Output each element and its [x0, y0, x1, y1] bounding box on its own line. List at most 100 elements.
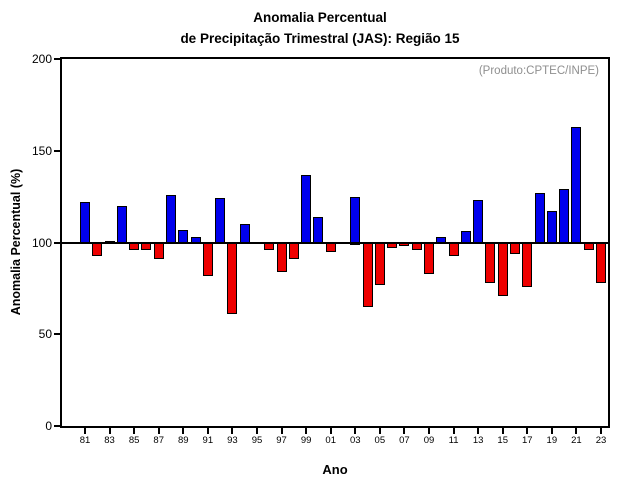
x-tick-label: 81	[79, 435, 91, 446]
bar	[264, 242, 275, 250]
bar	[460, 231, 471, 245]
bar	[239, 224, 250, 245]
bar	[276, 242, 287, 273]
y-tick-label: 200	[31, 52, 52, 66]
bar	[116, 205, 127, 245]
bar	[497, 242, 508, 296]
bar	[325, 242, 336, 252]
x-tick	[354, 428, 357, 434]
bar	[129, 242, 140, 250]
x-tick	[305, 428, 308, 434]
x-tick	[403, 428, 406, 434]
x-tick-label: 11	[448, 435, 459, 446]
bar	[178, 229, 189, 245]
bar	[227, 242, 238, 315]
x-tick	[280, 428, 283, 434]
x-tick-label: 21	[571, 435, 582, 446]
x-tick-label: 19	[546, 435, 558, 446]
chart-title-line1: Anomalia Percentual	[253, 10, 387, 25]
y-tick-label: 50	[38, 327, 52, 342]
x-tick	[206, 428, 209, 434]
y-tick-label: 0	[45, 419, 52, 433]
x-tick-label: 95	[251, 435, 263, 446]
bar	[522, 242, 533, 287]
bar	[215, 198, 226, 245]
x-tick-label: 99	[300, 435, 312, 446]
y-tick-label: 150	[31, 143, 52, 158]
bar	[301, 174, 312, 245]
x-tick	[550, 428, 553, 434]
bar	[424, 242, 434, 274]
x-tick	[452, 428, 455, 434]
bar	[141, 242, 152, 250]
bar	[92, 242, 103, 256]
y-tick-label: 100	[31, 235, 52, 250]
bar	[534, 192, 545, 245]
y-tick	[54, 333, 60, 336]
x-tick	[157, 428, 160, 434]
y-tick	[54, 149, 60, 152]
y-tick	[54, 58, 60, 60]
x-tick	[329, 428, 332, 434]
bar	[313, 216, 324, 245]
bar	[436, 236, 447, 245]
bar	[596, 242, 606, 284]
bar	[571, 126, 582, 245]
x-tick	[378, 428, 381, 434]
bar	[80, 202, 90, 245]
x-tick-label: 93	[227, 435, 238, 446]
x-tick-label: 17	[521, 435, 533, 446]
x-axis-label: Ano	[322, 462, 348, 477]
x-tick-label: 87	[153, 435, 164, 446]
bar	[485, 242, 496, 284]
y-tick	[54, 241, 60, 244]
x-tick-label: 83	[104, 435, 115, 446]
bar	[583, 242, 594, 250]
chart-title: Anomalia Percentual de Precipitação Trim…	[0, 8, 640, 50]
x-tick	[428, 428, 430, 434]
x-tick-label: 97	[276, 435, 287, 446]
bar	[288, 242, 299, 260]
x-tick	[575, 428, 578, 434]
bar	[153, 242, 164, 260]
x-tick	[477, 428, 480, 434]
bar	[166, 194, 176, 245]
x-tick-label: 13	[472, 435, 484, 446]
chart-title-line2: de Precipitação Trimestral (JAS): Região…	[180, 30, 460, 46]
bar	[546, 211, 557, 245]
y-tick	[54, 425, 60, 427]
x-tick	[133, 428, 136, 434]
bar	[374, 242, 385, 285]
bar	[350, 196, 361, 245]
bar	[448, 242, 459, 256]
bar	[559, 189, 570, 245]
x-tick	[256, 428, 258, 434]
x-tick-label: 15	[497, 435, 508, 446]
x-tick	[501, 428, 504, 434]
x-tick-label: 89	[177, 435, 189, 446]
bar	[411, 242, 422, 250]
x-tick	[84, 428, 86, 434]
x-tick	[600, 428, 602, 434]
x-tick	[182, 428, 185, 434]
bar	[190, 236, 201, 245]
x-tick-label: 05	[374, 435, 386, 446]
baseline-100	[62, 241, 608, 244]
bar	[362, 242, 373, 307]
x-tick-label: 03	[349, 435, 361, 446]
x-tick	[231, 428, 234, 434]
x-tick	[108, 428, 111, 434]
bar	[473, 200, 484, 245]
x-tick-label: 01	[325, 435, 336, 446]
x-tick-label: 07	[399, 435, 410, 446]
source-annotation: (Produto:CPTEC/INPE)	[478, 65, 599, 77]
x-tick-label: 85	[128, 435, 140, 446]
x-tick	[526, 428, 529, 434]
x-tick-label: 23	[595, 435, 607, 446]
bar	[202, 242, 213, 276]
x-tick-label: 09	[423, 435, 435, 446]
plot-area: (Produto:CPTEC/INPE) 0 50 100 150 200 81 83 85 8…	[32, 52, 610, 446]
x-tick-label: 91	[202, 435, 214, 446]
bar	[510, 242, 520, 254]
